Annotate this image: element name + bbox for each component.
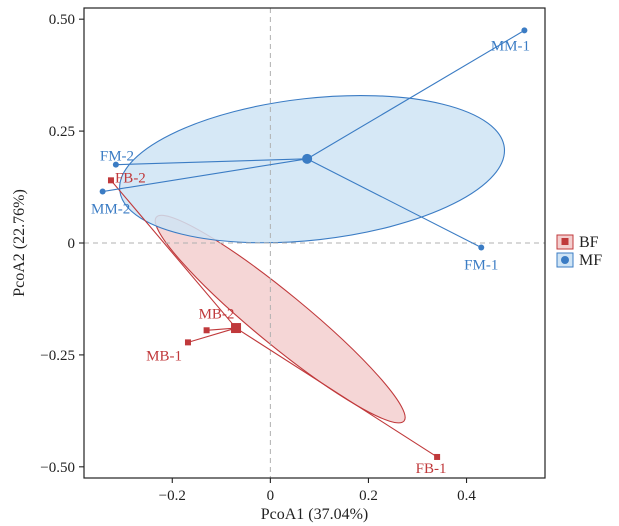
point-label-fm-1: FM-1 xyxy=(464,257,498,273)
spoke-fm-1 xyxy=(306,158,482,248)
point-label-mb-2: MB-2 xyxy=(199,306,235,322)
legend-marker-mf xyxy=(561,256,569,264)
spoke-fb-1 xyxy=(235,327,438,458)
spoke-mb-1 xyxy=(187,327,237,343)
point-label-mm-2: MM-2 xyxy=(91,202,130,218)
point-label-layer: FB-2 MB-1 MB-2 FB-1 MM-1 FM-2 MM-2 FM-1 xyxy=(91,38,530,477)
spoke-fb-2 xyxy=(110,179,237,329)
legend-marker-bf xyxy=(561,238,569,245)
point-label-mb-1: MB-1 xyxy=(146,348,182,364)
point-mm-2 xyxy=(99,188,106,195)
y-tick-label: −0.25 xyxy=(40,348,75,364)
x-tick-label: 0 xyxy=(267,488,275,504)
point-mm-1 xyxy=(521,27,528,34)
spoke-mm-2 xyxy=(102,158,308,193)
centroid-mf xyxy=(302,153,313,164)
spoke-mm-1 xyxy=(306,29,525,160)
spoke-layer xyxy=(102,29,525,458)
tick-layer: −0.2 0 0.2 0.4 −0.50 −0.25 0 0.25 0.50 xyxy=(40,12,476,504)
x-tick-label: −0.2 xyxy=(159,488,186,504)
centroid-bf xyxy=(231,323,242,334)
point-fb-2 xyxy=(107,177,114,184)
ellipse-layer xyxy=(119,94,506,424)
x-axis-title: PcoA1 (37.04%) xyxy=(261,506,369,523)
point-layer xyxy=(99,27,528,460)
x-tick-label: 0.2 xyxy=(359,488,378,504)
y-tick-label: 0.50 xyxy=(49,12,75,28)
point-label-mm-1: MM-1 xyxy=(491,38,530,54)
point-mb-2 xyxy=(203,327,210,334)
legend-label-mf: MF xyxy=(579,252,602,269)
y-tick-label: 0 xyxy=(68,236,76,252)
point-label-fb-1: FB-1 xyxy=(416,461,447,477)
y-axis-title: PcoA2 (22.76%) xyxy=(11,189,28,297)
spoke-fm-2 xyxy=(115,158,308,166)
point-mb-1 xyxy=(184,339,191,346)
reference-lines xyxy=(84,8,545,478)
x-tick-label: 0.4 xyxy=(457,488,476,504)
legend-label-bf: BF xyxy=(579,234,599,251)
y-tick-label: 0.25 xyxy=(49,124,75,140)
point-fm-2 xyxy=(112,161,119,168)
point-fm-1 xyxy=(478,244,485,251)
point-label-fm-2: FM-2 xyxy=(100,149,134,165)
point-fb-1 xyxy=(434,453,441,460)
point-label-fb-2: FB-2 xyxy=(115,170,146,186)
y-tick-label: −0.50 xyxy=(40,460,75,476)
